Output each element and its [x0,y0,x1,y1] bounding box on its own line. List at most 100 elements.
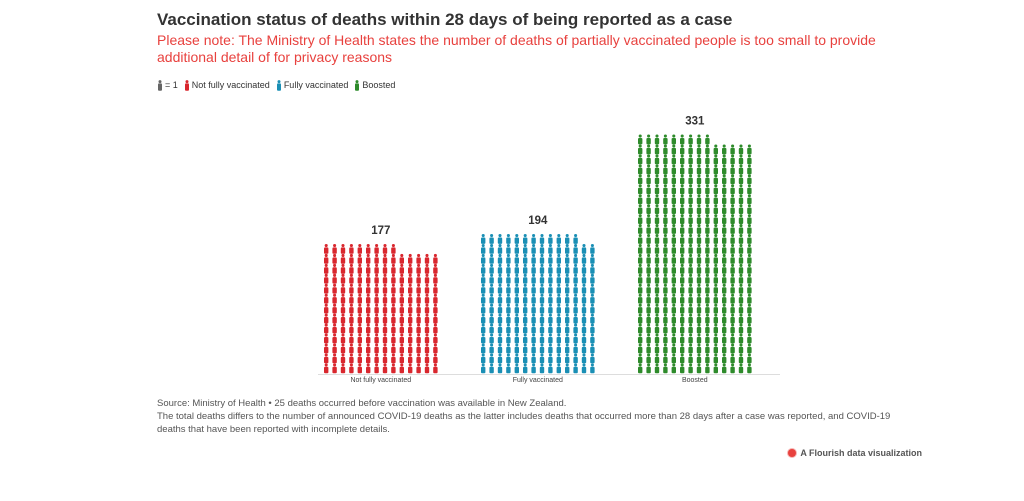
person-icon [638,174,643,185]
person-icon [705,283,710,294]
person-icon [590,253,595,264]
person-icon [696,313,702,324]
person-icon [481,293,486,304]
person-icon [481,313,486,324]
person-icon [531,353,536,364]
person-icon [416,363,421,374]
person-icon [590,283,595,294]
person-icon [696,293,702,304]
person-icon [399,363,404,374]
person-icon [688,243,693,254]
person-icon [408,273,413,284]
person-icon [382,363,388,374]
person-icon [497,293,503,304]
person-icon [663,363,668,374]
person-icon [680,313,685,324]
person-icon [357,363,362,374]
person-icon [408,313,413,324]
person-icon [556,234,561,244]
person-icon [539,313,545,324]
person-icon [506,363,511,374]
person-icon [408,353,413,364]
person-icon [705,144,710,155]
person-icon [573,263,578,274]
person-icon [646,243,651,254]
person-icon [382,273,388,284]
person-icon [424,253,430,264]
person-icon [481,353,486,364]
person-icon [581,283,587,294]
person-icon [663,243,668,254]
person-icon [730,194,735,205]
person-icon [671,333,676,344]
person-icon [514,313,519,324]
person-icon [688,253,693,264]
person-icon [506,263,511,274]
person-icon [565,253,570,264]
person-icon [730,363,735,374]
person-icon [332,253,337,264]
person-icon [696,363,702,374]
person-icon [565,343,570,354]
person-icon [696,204,702,214]
person-icon [391,363,396,374]
person-icon [332,283,337,294]
person-icon [654,164,660,175]
person-icon [680,134,685,145]
person-icon [497,243,503,254]
person-icon [399,353,404,364]
person-icon [730,184,735,195]
person-icon [366,303,371,314]
person-icon [638,263,643,274]
person-icon [646,313,651,324]
person-icon [688,333,693,344]
person-icon [573,293,578,304]
person-icon [399,263,404,274]
person-icon [747,174,752,185]
person-icon [646,224,651,234]
person-icon [730,293,735,304]
person-icon [680,224,685,234]
person-icon [514,253,519,264]
person-icon [514,234,519,244]
person-icon [581,243,587,254]
person-icon [730,174,735,185]
person-icon [671,144,676,155]
person-icon [696,283,702,294]
person-icon [722,194,727,205]
person-icon [416,353,421,364]
person-icon [663,194,668,205]
person-icon [654,184,660,195]
person-icon [680,333,685,344]
person-icon [340,283,346,294]
person-icon [590,323,595,334]
flourish-credit[interactable]: A Flourish data visualization [788,448,922,458]
person-icon [355,79,360,91]
person-icon [646,194,651,205]
person-icon [340,263,346,274]
person-icon [638,184,643,195]
person-icon [722,234,727,244]
person-icon [523,343,528,354]
person-icon [382,263,388,274]
person-icon [556,343,561,354]
person-icon [663,253,668,264]
person-icon [671,243,676,254]
person-icon [638,134,643,145]
person-icon [581,273,587,284]
person-icon [747,144,752,155]
person-icon [654,263,660,274]
person-icon [730,263,735,274]
person-icon [357,273,362,284]
person-icon [424,303,430,314]
person-icon [531,263,536,274]
person-icon [722,184,727,195]
person-icon [646,234,651,244]
person-icon [654,214,660,224]
person-icon [730,144,735,155]
person-icon [548,283,553,294]
person-icon [424,343,430,354]
person-icon [688,134,693,145]
person-icon [654,154,660,165]
person-icon [506,343,511,354]
